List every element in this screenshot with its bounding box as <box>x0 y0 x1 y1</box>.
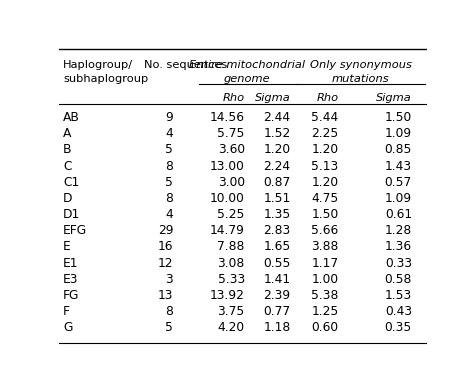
Text: 1.43: 1.43 <box>385 159 412 173</box>
Text: 1.51: 1.51 <box>264 192 291 205</box>
Text: 1.41: 1.41 <box>264 273 291 286</box>
Text: 4.75: 4.75 <box>311 192 338 205</box>
Text: 1.36: 1.36 <box>385 240 412 254</box>
Text: 0.61: 0.61 <box>385 208 412 221</box>
Text: 8: 8 <box>165 305 173 318</box>
Text: 1.65: 1.65 <box>264 240 291 254</box>
Text: 3.60: 3.60 <box>218 144 245 156</box>
Text: 5.25: 5.25 <box>218 208 245 221</box>
Text: 5.38: 5.38 <box>311 289 338 302</box>
Text: mutations: mutations <box>332 74 389 84</box>
Text: G: G <box>63 321 73 335</box>
Text: 1.20: 1.20 <box>311 144 338 156</box>
Text: 8: 8 <box>165 192 173 205</box>
Text: D: D <box>63 192 73 205</box>
Text: 2.24: 2.24 <box>264 159 291 173</box>
Text: C: C <box>63 159 72 173</box>
Text: 5: 5 <box>165 176 173 189</box>
Text: Rho: Rho <box>316 93 338 103</box>
Text: 16: 16 <box>158 240 173 254</box>
Text: 13.00: 13.00 <box>210 159 245 173</box>
Text: Entire mitochondrial: Entire mitochondrial <box>189 60 305 70</box>
Text: 1.35: 1.35 <box>264 208 291 221</box>
Text: 3: 3 <box>165 273 173 286</box>
Text: 4: 4 <box>165 127 173 140</box>
Text: E: E <box>63 240 71 254</box>
Text: FG: FG <box>63 289 79 302</box>
Text: 0.77: 0.77 <box>264 305 291 318</box>
Text: E3: E3 <box>63 273 78 286</box>
Text: Sigma: Sigma <box>255 93 291 103</box>
Text: 0.57: 0.57 <box>385 176 412 189</box>
Text: AB: AB <box>63 111 80 124</box>
Text: F: F <box>63 305 70 318</box>
Text: 4.20: 4.20 <box>218 321 245 335</box>
Text: 1.00: 1.00 <box>311 273 338 286</box>
Text: 2.44: 2.44 <box>264 111 291 124</box>
Text: 1.28: 1.28 <box>385 224 412 237</box>
Text: 0.33: 0.33 <box>385 257 412 270</box>
Text: 0.85: 0.85 <box>384 144 412 156</box>
Text: 1.20: 1.20 <box>264 144 291 156</box>
Text: 3.75: 3.75 <box>218 305 245 318</box>
Text: 3.00: 3.00 <box>218 176 245 189</box>
Text: EFG: EFG <box>63 224 87 237</box>
Text: B: B <box>63 144 72 156</box>
Text: 0.35: 0.35 <box>385 321 412 335</box>
Text: genome: genome <box>224 74 271 84</box>
Text: Rho: Rho <box>223 93 245 103</box>
Text: 0.55: 0.55 <box>263 257 291 270</box>
Text: 1.53: 1.53 <box>385 289 412 302</box>
Text: A: A <box>63 127 71 140</box>
Text: C1: C1 <box>63 176 79 189</box>
Text: 5.13: 5.13 <box>311 159 338 173</box>
Text: 1.09: 1.09 <box>385 127 412 140</box>
Text: 5: 5 <box>165 144 173 156</box>
Text: 5: 5 <box>165 321 173 335</box>
Text: 3.08: 3.08 <box>218 257 245 270</box>
Text: 13: 13 <box>158 289 173 302</box>
Text: 5.66: 5.66 <box>311 224 338 237</box>
Text: 10.00: 10.00 <box>210 192 245 205</box>
Text: 1.18: 1.18 <box>264 321 291 335</box>
Text: E1: E1 <box>63 257 78 270</box>
Text: Only synonymous: Only synonymous <box>310 60 411 70</box>
Text: 0.60: 0.60 <box>311 321 338 335</box>
Text: 4: 4 <box>165 208 173 221</box>
Text: 0.87: 0.87 <box>264 176 291 189</box>
Text: No. sequences: No. sequences <box>144 60 227 70</box>
Text: 1.09: 1.09 <box>385 192 412 205</box>
Text: D1: D1 <box>63 208 80 221</box>
Text: 5.75: 5.75 <box>218 127 245 140</box>
Text: Sigma: Sigma <box>376 93 412 103</box>
Text: 2.83: 2.83 <box>264 224 291 237</box>
Text: Haplogroup/: Haplogroup/ <box>63 60 133 70</box>
Text: subhaplogroup: subhaplogroup <box>63 74 148 84</box>
Text: 5.33: 5.33 <box>218 273 245 286</box>
Text: 5.44: 5.44 <box>311 111 338 124</box>
Text: 1.50: 1.50 <box>385 111 412 124</box>
Text: 0.43: 0.43 <box>385 305 412 318</box>
Text: 1.50: 1.50 <box>311 208 338 221</box>
Text: 1.20: 1.20 <box>311 176 338 189</box>
Text: 12: 12 <box>158 257 173 270</box>
Text: 2.39: 2.39 <box>264 289 291 302</box>
Text: 13.92: 13.92 <box>210 289 245 302</box>
Text: 29: 29 <box>158 224 173 237</box>
Text: 9: 9 <box>165 111 173 124</box>
Text: 1.25: 1.25 <box>311 305 338 318</box>
Text: 0.58: 0.58 <box>384 273 412 286</box>
Text: 8: 8 <box>165 159 173 173</box>
Text: 7.88: 7.88 <box>218 240 245 254</box>
Text: 1.52: 1.52 <box>264 127 291 140</box>
Text: 2.25: 2.25 <box>311 127 338 140</box>
Text: 14.56: 14.56 <box>210 111 245 124</box>
Text: 14.79: 14.79 <box>210 224 245 237</box>
Text: 3.88: 3.88 <box>311 240 338 254</box>
Text: 1.17: 1.17 <box>311 257 338 270</box>
